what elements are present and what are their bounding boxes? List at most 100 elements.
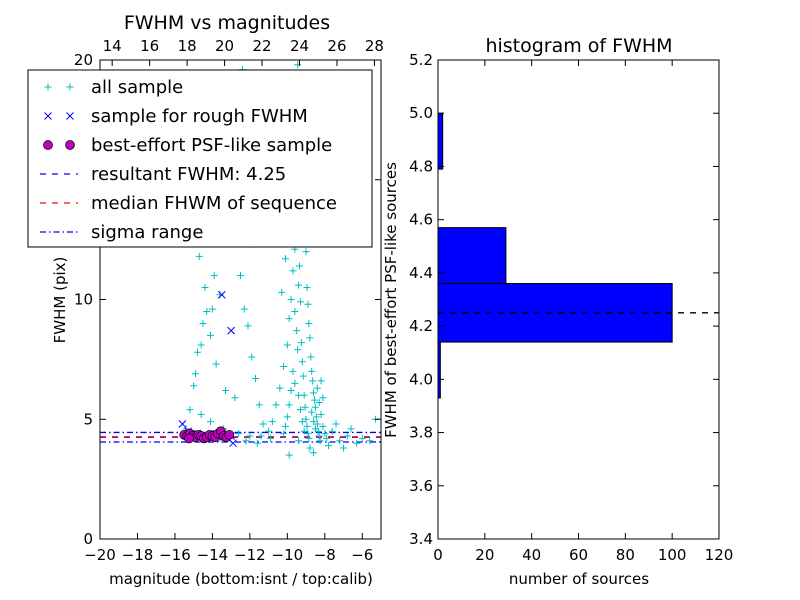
point-rough-fwhm-sample xyxy=(227,326,235,335)
point-all-sample xyxy=(192,370,200,378)
right-y-tick-label: 4.6 xyxy=(409,211,433,229)
legend-marker-circle xyxy=(65,140,75,150)
right-y-tick-label: 5.2 xyxy=(409,51,433,69)
left-chart-title: FWHM vs magnitudes xyxy=(124,12,330,34)
point-all-sample xyxy=(297,339,305,347)
point-all-sample xyxy=(316,437,324,445)
point-all-sample xyxy=(268,418,276,426)
point-all-sample xyxy=(300,427,308,435)
point-all-sample xyxy=(222,387,230,395)
point-all-sample xyxy=(283,341,291,349)
point-all-sample xyxy=(244,322,252,330)
right-y-axis: 3.4 3.6 3.8 4.0 4.2 4.4 4.6 4.8 5.0 5.2 xyxy=(409,51,719,548)
right-y-tick-label: 3.4 xyxy=(409,530,433,548)
point-all-sample xyxy=(303,422,311,430)
point-all-sample xyxy=(294,346,302,354)
right-y-tick-label: 4.8 xyxy=(409,157,433,175)
point-all-sample xyxy=(358,434,366,442)
point-all-sample xyxy=(235,430,243,438)
point-all-sample xyxy=(347,425,355,433)
legend-marker-x xyxy=(44,112,52,120)
point-all-sample xyxy=(304,300,312,308)
right-x-tick-label: 80 xyxy=(616,546,635,564)
point-all-sample xyxy=(248,353,256,361)
point-all-sample xyxy=(280,363,288,371)
point-all-sample xyxy=(299,372,307,380)
point-all-sample xyxy=(278,288,286,296)
point-all-sample xyxy=(207,331,215,339)
left-y-tick-label: 0 xyxy=(83,530,93,548)
right-y-tick-label: 3.8 xyxy=(409,424,433,442)
point-all-sample xyxy=(296,262,304,270)
point-psf-like-sample xyxy=(224,429,235,440)
point-all-sample xyxy=(310,389,318,397)
left-top-tick-label: 18 xyxy=(178,37,197,55)
left-y-axis-label: FWHM (pix) xyxy=(51,257,69,344)
point-all-sample xyxy=(308,408,316,416)
left-y-tick-label: 10 xyxy=(74,291,93,309)
right-x-tick-label: 120 xyxy=(705,546,734,564)
left-top-tick-label: 22 xyxy=(252,37,271,55)
point-all-sample xyxy=(287,387,295,395)
point-all-sample xyxy=(323,434,331,442)
legend-marker-plus xyxy=(44,83,52,91)
right-x-tick-label: 100 xyxy=(658,546,687,564)
point-all-sample xyxy=(319,394,327,402)
right-y-axis-label: FWHM of best-effort PSF-like sources xyxy=(382,162,400,438)
point-all-sample xyxy=(296,406,304,414)
point-all-sample xyxy=(311,403,319,411)
point-all-sample xyxy=(315,398,323,406)
point-all-sample xyxy=(306,444,314,452)
point-all-sample xyxy=(301,403,309,411)
legend-box xyxy=(27,69,373,248)
point-all-sample xyxy=(197,341,205,349)
point-all-sample xyxy=(272,401,280,409)
point-rough-fwhm-sample xyxy=(217,290,226,299)
point-all-sample xyxy=(313,384,321,392)
left-x-tick-label: −14 xyxy=(197,546,229,564)
histogram-bar xyxy=(437,283,673,343)
point-all-sample xyxy=(246,432,254,440)
left-y-tick-label: 20 xyxy=(74,51,93,69)
point-all-sample xyxy=(283,413,291,421)
point-all-sample xyxy=(281,422,289,430)
right-x-axis-label: number of sources xyxy=(509,570,649,588)
right-x-tick-label: 60 xyxy=(569,546,588,564)
point-all-sample xyxy=(240,305,248,313)
point-all-sample xyxy=(186,406,194,414)
point-all-sample xyxy=(310,396,318,404)
point-all-sample xyxy=(289,367,297,375)
point-all-sample xyxy=(285,315,293,323)
legend-marker-plus xyxy=(66,83,74,91)
legend-label: best-effort PSF-like sample xyxy=(91,135,332,156)
point-all-sample xyxy=(257,432,265,440)
left-reference-lines xyxy=(100,431,381,443)
point-all-sample xyxy=(208,305,216,313)
right-chart: 0 20 40 60 80 100 120 3.4 3.6 3.8 4.0 4.2 4.4 4.6 4.8… xyxy=(382,35,733,588)
point-all-sample xyxy=(366,437,374,445)
right-x-tick-label: 0 xyxy=(433,546,443,564)
point-all-sample xyxy=(295,391,303,399)
point-all-sample xyxy=(291,307,299,315)
right-x-axis: 0 20 40 60 80 100 120 xyxy=(433,60,733,564)
left-top-tick-label: 28 xyxy=(365,37,384,55)
point-all-sample xyxy=(325,442,333,450)
right-x-tick-label: 40 xyxy=(522,546,541,564)
point-all-sample xyxy=(308,367,316,375)
point-all-sample xyxy=(197,410,205,418)
point-all-sample xyxy=(340,444,348,452)
point-all-sample xyxy=(317,377,325,385)
legend-marker-circle xyxy=(43,140,53,150)
point-all-sample xyxy=(212,360,220,368)
point-all-sample xyxy=(328,427,336,435)
point-all-sample xyxy=(285,401,293,409)
point-all-sample xyxy=(298,418,306,426)
point-all-sample xyxy=(295,437,303,445)
left-top-tick-label: 24 xyxy=(290,37,309,55)
left-top-tick-label: 26 xyxy=(327,37,346,55)
point-all-sample xyxy=(305,434,313,442)
point-all-sample xyxy=(304,430,312,438)
right-y-tick-label: 4.2 xyxy=(409,317,433,335)
point-all-sample xyxy=(265,427,273,435)
